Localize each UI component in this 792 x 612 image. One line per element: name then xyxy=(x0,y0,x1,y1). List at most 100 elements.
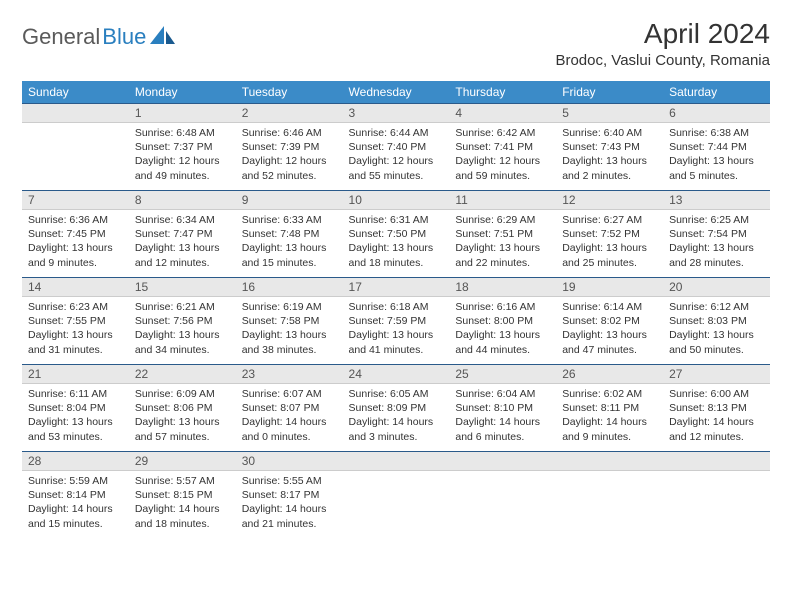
day-cell: Sunrise: 6:27 AMSunset: 7:52 PMDaylight:… xyxy=(556,210,663,278)
sunrise-line: Sunrise: 6:21 AM xyxy=(135,300,230,314)
day-number-cell: 22 xyxy=(129,365,236,384)
day-cell: Sunrise: 5:55 AMSunset: 8:17 PMDaylight:… xyxy=(236,471,343,539)
sunrise-line: Sunrise: 6:34 AM xyxy=(135,213,230,227)
day-number-row: 21222324252627 xyxy=(22,365,770,384)
daylight-line: Daylight: 13 hours and 44 minutes. xyxy=(455,328,550,356)
sunrise-line: Sunrise: 6:07 AM xyxy=(242,387,337,401)
day-number-cell: 12 xyxy=(556,191,663,210)
daylight-line: Daylight: 13 hours and 41 minutes. xyxy=(349,328,444,356)
sunrise-line: Sunrise: 6:16 AM xyxy=(455,300,550,314)
sunset-line: Sunset: 7:54 PM xyxy=(669,227,764,241)
sunset-line: Sunset: 8:07 PM xyxy=(242,401,337,415)
daylight-line: Daylight: 13 hours and 38 minutes. xyxy=(242,328,337,356)
daylight-line: Daylight: 14 hours and 0 minutes. xyxy=(242,415,337,443)
daylight-line: Daylight: 14 hours and 21 minutes. xyxy=(242,502,337,530)
sunrise-line: Sunrise: 5:57 AM xyxy=(135,474,230,488)
daylight-line: Daylight: 13 hours and 34 minutes. xyxy=(135,328,230,356)
day-number-cell: 27 xyxy=(663,365,770,384)
sunrise-line: Sunrise: 6:05 AM xyxy=(349,387,444,401)
daylight-line: Daylight: 13 hours and 31 minutes. xyxy=(28,328,123,356)
day-cell: Sunrise: 6:29 AMSunset: 7:51 PMDaylight:… xyxy=(449,210,556,278)
weekday-header: Wednesday xyxy=(343,81,450,104)
day-cell: Sunrise: 6:18 AMSunset: 7:59 PMDaylight:… xyxy=(343,297,450,365)
day-number-cell: 26 xyxy=(556,365,663,384)
sunset-line: Sunset: 7:45 PM xyxy=(28,227,123,241)
sunset-line: Sunset: 8:13 PM xyxy=(669,401,764,415)
day-cell: Sunrise: 6:09 AMSunset: 8:06 PMDaylight:… xyxy=(129,384,236,452)
sunrise-line: Sunrise: 6:02 AM xyxy=(562,387,657,401)
sunset-line: Sunset: 7:59 PM xyxy=(349,314,444,328)
sunset-line: Sunset: 8:17 PM xyxy=(242,488,337,502)
day-number-cell: 19 xyxy=(556,278,663,297)
day-number-cell: 14 xyxy=(22,278,129,297)
day-cell: Sunrise: 6:11 AMSunset: 8:04 PMDaylight:… xyxy=(22,384,129,452)
sunrise-line: Sunrise: 6:48 AM xyxy=(135,126,230,140)
day-number-cell: 20 xyxy=(663,278,770,297)
day-cell: Sunrise: 6:23 AMSunset: 7:55 PMDaylight:… xyxy=(22,297,129,365)
sunrise-line: Sunrise: 6:09 AM xyxy=(135,387,230,401)
day-number-row: 282930 xyxy=(22,452,770,471)
sunset-line: Sunset: 8:04 PM xyxy=(28,401,123,415)
day-cell: Sunrise: 6:38 AMSunset: 7:44 PMDaylight:… xyxy=(663,123,770,191)
day-cell xyxy=(343,471,450,539)
weekday-header-row: SundayMondayTuesdayWednesdayThursdayFrid… xyxy=(22,81,770,104)
day-cell: Sunrise: 6:05 AMSunset: 8:09 PMDaylight:… xyxy=(343,384,450,452)
day-cell: Sunrise: 5:59 AMSunset: 8:14 PMDaylight:… xyxy=(22,471,129,539)
day-cell: Sunrise: 6:21 AMSunset: 7:56 PMDaylight:… xyxy=(129,297,236,365)
weekday-header: Thursday xyxy=(449,81,556,104)
daylight-line: Daylight: 13 hours and 5 minutes. xyxy=(669,154,764,182)
daylight-line: Daylight: 13 hours and 50 minutes. xyxy=(669,328,764,356)
day-number-cell: 11 xyxy=(449,191,556,210)
day-cell: Sunrise: 6:33 AMSunset: 7:48 PMDaylight:… xyxy=(236,210,343,278)
sunrise-line: Sunrise: 6:40 AM xyxy=(562,126,657,140)
day-number-cell: 8 xyxy=(129,191,236,210)
sunset-line: Sunset: 7:55 PM xyxy=(28,314,123,328)
daylight-line: Daylight: 13 hours and 57 minutes. xyxy=(135,415,230,443)
day-number-cell: 13 xyxy=(663,191,770,210)
sunset-line: Sunset: 8:14 PM xyxy=(28,488,123,502)
day-number-cell: 4 xyxy=(449,104,556,123)
daylight-line: Daylight: 14 hours and 18 minutes. xyxy=(135,502,230,530)
day-number-cell: 5 xyxy=(556,104,663,123)
daylight-line: Daylight: 13 hours and 18 minutes. xyxy=(349,241,444,269)
sunset-line: Sunset: 7:39 PM xyxy=(242,140,337,154)
sunrise-line: Sunrise: 6:12 AM xyxy=(669,300,764,314)
sunset-line: Sunset: 7:44 PM xyxy=(669,140,764,154)
sunrise-line: Sunrise: 6:31 AM xyxy=(349,213,444,227)
daylight-line: Daylight: 14 hours and 6 minutes. xyxy=(455,415,550,443)
day-number-cell: 28 xyxy=(22,452,129,471)
sunset-line: Sunset: 8:09 PM xyxy=(349,401,444,415)
daylight-line: Daylight: 12 hours and 59 minutes. xyxy=(455,154,550,182)
daylight-line: Daylight: 12 hours and 52 minutes. xyxy=(242,154,337,182)
day-number-cell: 1 xyxy=(129,104,236,123)
day-number-cell: 30 xyxy=(236,452,343,471)
sunset-line: Sunset: 7:51 PM xyxy=(455,227,550,241)
day-content-row: Sunrise: 6:23 AMSunset: 7:55 PMDaylight:… xyxy=(22,297,770,365)
day-number-row: 14151617181920 xyxy=(22,278,770,297)
sunset-line: Sunset: 7:47 PM xyxy=(135,227,230,241)
day-cell: Sunrise: 6:19 AMSunset: 7:58 PMDaylight:… xyxy=(236,297,343,365)
day-cell xyxy=(22,123,129,191)
sunset-line: Sunset: 8:11 PM xyxy=(562,401,657,415)
sunrise-line: Sunrise: 6:23 AM xyxy=(28,300,123,314)
day-number-cell: 16 xyxy=(236,278,343,297)
sunrise-line: Sunrise: 6:18 AM xyxy=(349,300,444,314)
day-number-cell xyxy=(449,452,556,471)
day-number-cell: 7 xyxy=(22,191,129,210)
day-content-row: Sunrise: 6:36 AMSunset: 7:45 PMDaylight:… xyxy=(22,210,770,278)
sunrise-line: Sunrise: 6:14 AM xyxy=(562,300,657,314)
day-number-cell: 3 xyxy=(343,104,450,123)
day-number-cell xyxy=(343,452,450,471)
daylight-line: Daylight: 13 hours and 47 minutes. xyxy=(562,328,657,356)
weekday-header: Tuesday xyxy=(236,81,343,104)
day-number-cell: 24 xyxy=(343,365,450,384)
daylight-line: Daylight: 13 hours and 15 minutes. xyxy=(242,241,337,269)
sunset-line: Sunset: 8:02 PM xyxy=(562,314,657,328)
day-number-cell: 17 xyxy=(343,278,450,297)
day-number-row: 78910111213 xyxy=(22,191,770,210)
day-content-row: Sunrise: 5:59 AMSunset: 8:14 PMDaylight:… xyxy=(22,471,770,539)
daylight-line: Daylight: 13 hours and 2 minutes. xyxy=(562,154,657,182)
sunset-line: Sunset: 7:43 PM xyxy=(562,140,657,154)
day-cell xyxy=(556,471,663,539)
sunset-line: Sunset: 7:58 PM xyxy=(242,314,337,328)
